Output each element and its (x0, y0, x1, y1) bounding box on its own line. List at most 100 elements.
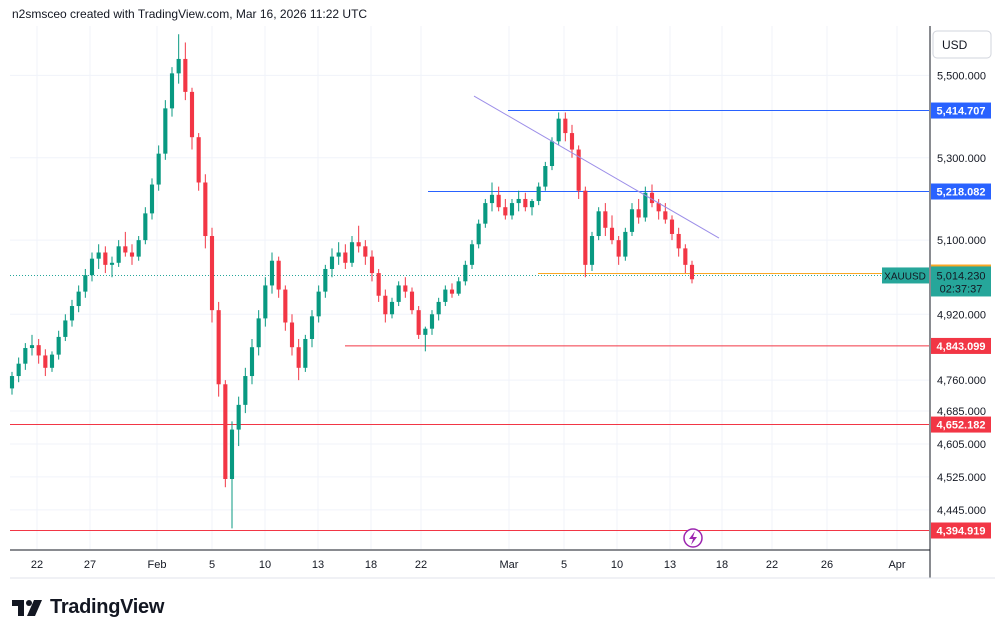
descending-trendline[interactable] (473, 95, 720, 239)
candle (636, 198, 641, 224)
candle (589, 231, 595, 272)
candle (9, 371, 15, 395)
time-tick-label: 22 (31, 559, 43, 571)
candle (543, 161, 548, 191)
candle-body (643, 192, 648, 218)
candle-body (89, 258, 95, 276)
grid-lines (10, 26, 929, 549)
candle-body (276, 260, 281, 290)
price-axis-labels: 5,500.000 5,300.000 5,100.000 4,920.000 4,76… (937, 70, 986, 516)
price-level-tag-label: 4,394.919 (937, 526, 986, 538)
brand-name: TradingView (50, 596, 165, 618)
candle-body (556, 118, 561, 142)
tradingview-brand[interactable]: TradingView (12, 596, 164, 619)
candle-body (376, 273, 381, 296)
candle (136, 236, 141, 261)
candle (389, 297, 395, 319)
price-level-tag-bg (931, 416, 991, 433)
candle-body (309, 316, 315, 339)
candle-body (423, 328, 428, 335)
chart-caption: n2smsceo created with TradingView.com, M… (12, 7, 368, 21)
candle-body (196, 137, 201, 183)
candle-body (536, 186, 541, 202)
candle-body (343, 252, 348, 263)
price-level-tag-label: 4,843.099 (937, 341, 986, 353)
candle (63, 314, 68, 342)
price-level-tag: 5,218.082 (931, 183, 991, 200)
candle-body (416, 310, 421, 335)
candle-body (236, 404, 241, 430)
candle (223, 380, 228, 488)
candle-body (136, 240, 141, 257)
candle-body (576, 149, 581, 191)
candle (23, 343, 28, 370)
candle-body (476, 223, 481, 245)
candle (269, 252, 275, 294)
candle (623, 227, 628, 261)
time-tick-label: Mar (500, 559, 519, 571)
price-level-tag: 4,652.182 (931, 416, 991, 433)
candle (629, 203, 635, 237)
price-tick-label: 4,685.000 (937, 406, 986, 418)
candle-body (23, 348, 28, 364)
candle-body (36, 345, 41, 356)
candle-body (129, 252, 135, 257)
candle (236, 396, 241, 447)
flash-event-icon[interactable] (683, 528, 703, 548)
candle (316, 285, 321, 323)
candle-body (356, 242, 361, 247)
candle (89, 252, 95, 282)
candle-body (329, 256, 335, 269)
candle-body (649, 192, 655, 204)
candle (249, 338, 255, 385)
time-tick-label: 10 (611, 559, 623, 571)
candle (583, 186, 588, 278)
candle (549, 137, 555, 171)
time-axis-labels: 22 27 Feb 5 10 13 18 22 Mar 5 10 13 18 22 26 Apr (31, 559, 906, 571)
candle-body (409, 291, 415, 311)
time-tick-label: Feb (148, 559, 167, 571)
candle-body (176, 58, 181, 74)
candle (476, 219, 481, 249)
candle (469, 240, 475, 269)
candle (463, 260, 468, 286)
candle (563, 112, 568, 142)
candle (643, 186, 648, 222)
candle (76, 285, 81, 313)
currency-selector[interactable]: USD (932, 30, 992, 59)
candle-body (143, 213, 148, 241)
candle-body (689, 264, 695, 280)
candle-body (209, 236, 215, 311)
candle (576, 145, 581, 199)
time-tick-label: 18 (365, 559, 377, 571)
candle (309, 310, 315, 348)
price-tick-label: 5,500.000 (937, 70, 986, 82)
candle-body (336, 252, 341, 257)
candle-body (503, 207, 508, 216)
candle (503, 198, 508, 220)
candle-body (216, 310, 221, 385)
candle (363, 240, 368, 265)
candle (189, 87, 195, 150)
candle-body (443, 289, 448, 302)
price-level-tag-bg (931, 102, 991, 119)
candle (116, 240, 121, 267)
candle-body (669, 219, 675, 234)
candle-body (529, 201, 535, 208)
candle-body (9, 376, 15, 389)
candle-body (223, 384, 228, 479)
candle (156, 145, 161, 191)
candle-body (149, 184, 155, 214)
candle (209, 227, 215, 323)
candle-body (483, 203, 488, 224)
time-tick-label: 5 (561, 559, 567, 571)
candle-body (156, 153, 161, 185)
price-tick-label: 4,525.000 (937, 472, 986, 484)
candle (109, 256, 115, 278)
candle-body (103, 252, 108, 265)
candle (596, 207, 601, 241)
price-tick-label: 4,760.000 (937, 375, 986, 387)
candle-body (523, 198, 528, 208)
candle-body (616, 240, 621, 257)
